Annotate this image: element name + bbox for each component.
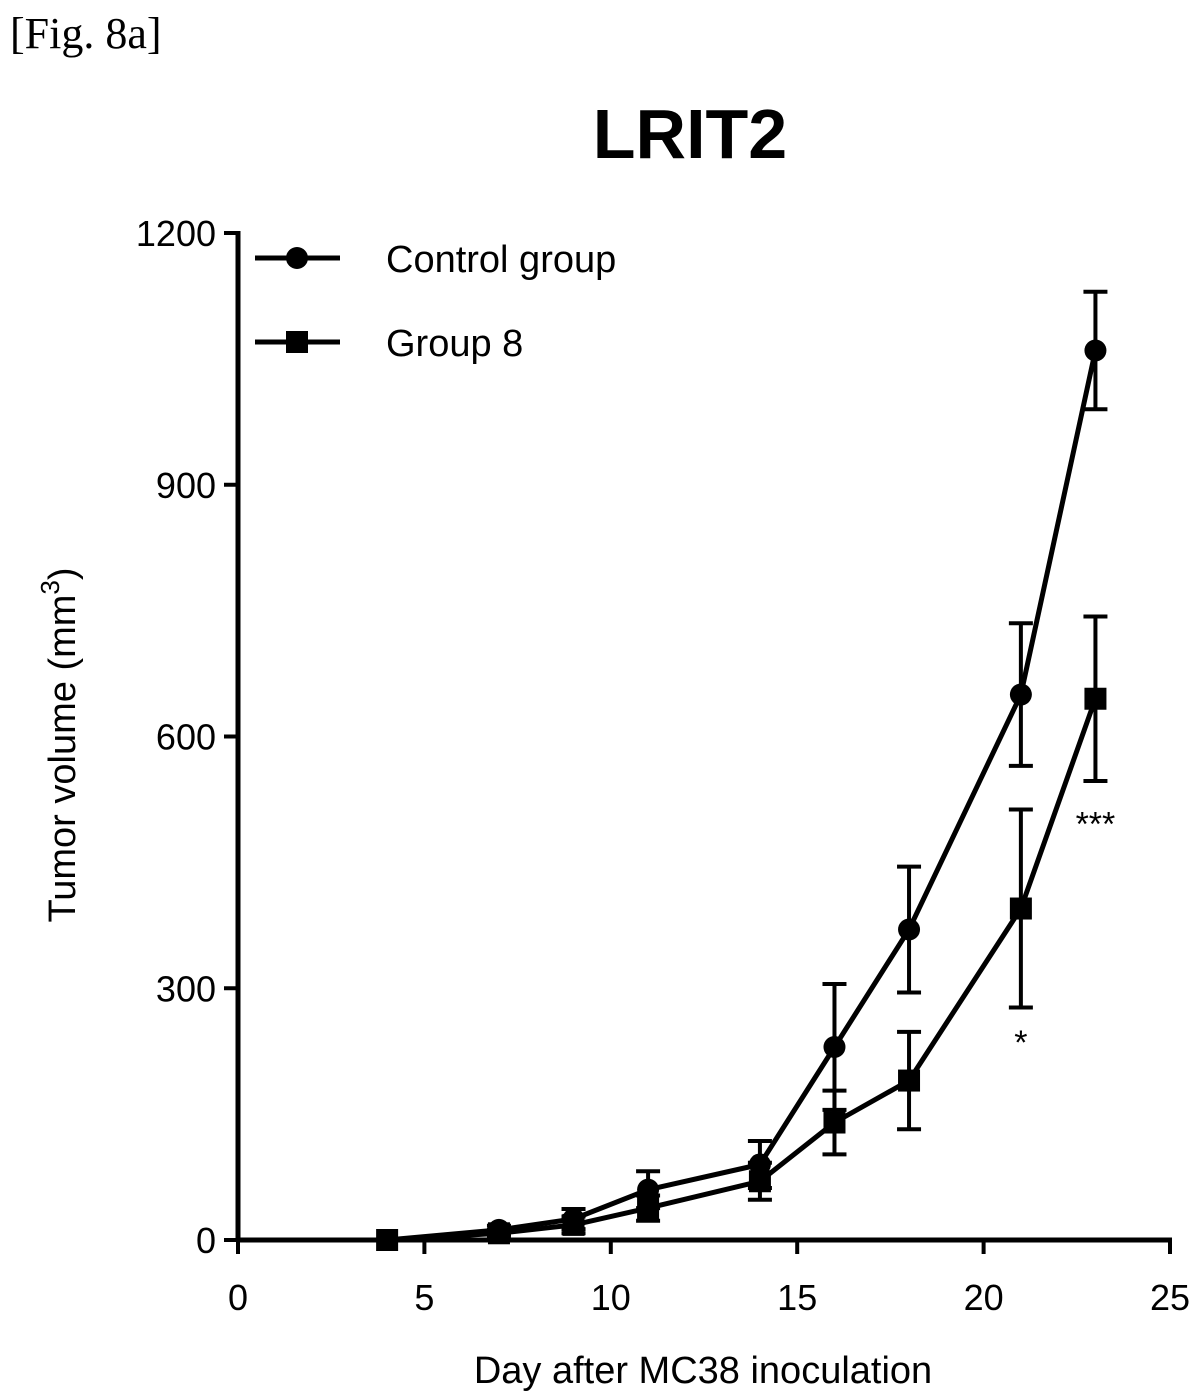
y-tick-label: 1200 [136, 213, 216, 254]
data-point [823, 1035, 846, 1058]
x-tick-label: 20 [964, 1277, 1004, 1318]
y-tick-label: 0 [196, 1220, 216, 1261]
ticks: 0 5 10 15 20 25 0 300 600 900 1200 [136, 213, 1190, 1318]
data-point [1009, 683, 1032, 706]
legend-marker [286, 331, 308, 353]
data-point [1009, 897, 1032, 920]
chart-title: LRIT2 [593, 95, 787, 173]
axes [235, 231, 1172, 1243]
legend-item: Group 8 [255, 323, 523, 365]
series-line [386, 349, 1098, 1243]
series-2 [376, 614, 1108, 1251]
legend-marker [286, 247, 308, 269]
y-tick-label: 900 [156, 465, 216, 506]
x-tick-label: 5 [414, 1277, 434, 1318]
y-tick-label: 600 [156, 717, 216, 758]
data-point [748, 1170, 771, 1193]
figure-label: [Fig. 8a] [10, 9, 162, 58]
x-tick-label: 25 [1150, 1277, 1190, 1318]
x-tick-label: 15 [777, 1277, 817, 1318]
data-point [898, 1069, 921, 1092]
data-point [376, 1229, 399, 1251]
y-axis-label: Tumor volume (mm3) [35, 567, 84, 922]
series-1 [376, 289, 1108, 1251]
data-point [637, 1197, 660, 1220]
legend-label: Control group [386, 239, 616, 281]
y-tick-label: 300 [156, 968, 216, 1009]
data-point [823, 1111, 846, 1134]
significance-annotation: * [1014, 1024, 1027, 1062]
data-point [1084, 687, 1107, 710]
data-point [562, 1213, 585, 1236]
series-layer [376, 289, 1108, 1251]
legend-item: Control group [255, 239, 616, 281]
y-axis-label-suffix: ) [42, 567, 84, 580]
series-line [386, 697, 1098, 1243]
x-tick-label: 0 [228, 1277, 248, 1318]
data-point [487, 1222, 510, 1245]
legend: Control group Group 8 [255, 239, 616, 365]
x-axis-label: Day after MC38 inoculation [474, 1350, 932, 1392]
data-point [898, 918, 921, 941]
data-point [1084, 339, 1107, 362]
x-tick-label: 10 [591, 1277, 631, 1318]
legend-label: Group 8 [386, 323, 523, 365]
annotations: **** [1014, 806, 1115, 1062]
y-axis-label-superscript: 3 [35, 580, 65, 594]
significance-annotation: *** [1076, 806, 1116, 844]
